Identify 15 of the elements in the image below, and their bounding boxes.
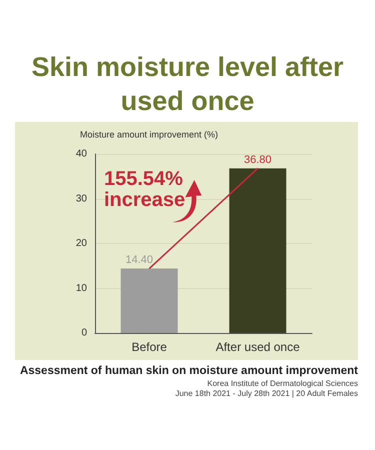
y-axis-title: Moisture amount improvement (%) (80, 130, 218, 140)
y-tick-label: 30 (76, 193, 88, 204)
y-tick-label: 20 (76, 238, 88, 249)
text: June 18th 2021 - July 28th 2021 | 20 Adult Females (174, 389, 358, 399)
data-label: 14.40 (125, 254, 154, 266)
text: Korea Institute of Dermatological Sciences (206, 379, 358, 389)
x-tick-label: After used once (216, 340, 300, 354)
annotation: 155.54% increase (104, 168, 186, 211)
y-tick-label: 0 (81, 328, 88, 338)
data-label: 36.80 (244, 154, 272, 166)
x-tick-label: Before (132, 340, 168, 354)
chart-title: Skin moisture level after used once (30, 51, 345, 118)
y-tick-label: 10 (76, 282, 88, 294)
y-tick-label: 40 (76, 148, 88, 160)
text: Assessment of human skin on moisture amount improvement (20, 364, 358, 379)
